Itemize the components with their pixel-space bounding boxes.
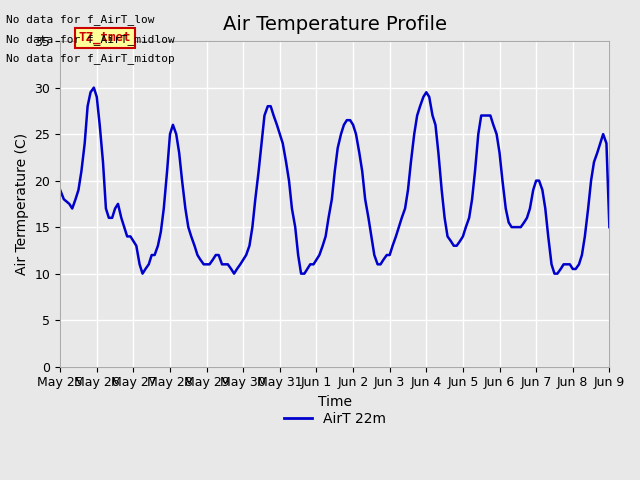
Text: TZ_tmet: TZ_tmet [79, 31, 131, 45]
Text: No data for f_AirT_low: No data for f_AirT_low [6, 14, 155, 25]
Legend: AirT 22m: AirT 22m [278, 406, 391, 432]
Title: Air Temperature Profile: Air Temperature Profile [223, 15, 447, 34]
X-axis label: Time: Time [318, 395, 352, 409]
Y-axis label: Air Termperature (C): Air Termperature (C) [15, 133, 29, 275]
Text: No data for f_AirT_midtop: No data for f_AirT_midtop [6, 53, 175, 64]
Text: No data for f_AirT_midlow: No data for f_AirT_midlow [6, 34, 175, 45]
